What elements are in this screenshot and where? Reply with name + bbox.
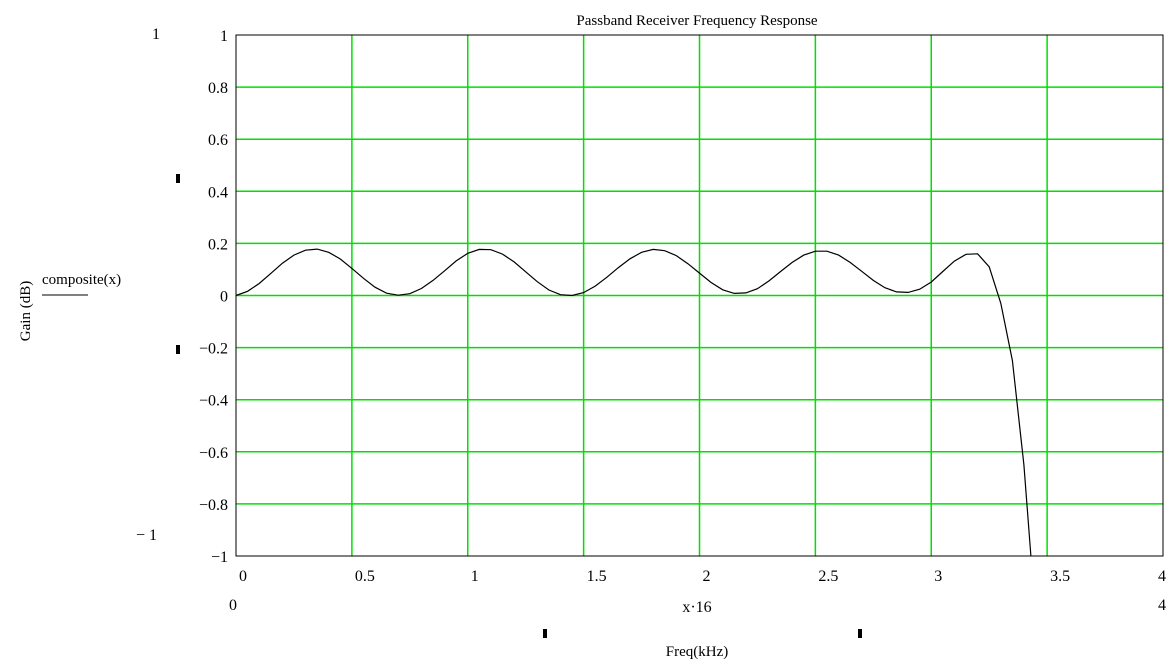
y-tick-label: −0.2 [199,341,228,358]
y-expression-label: composite(x) [42,272,121,288]
y-tick-label: −1 [211,549,228,566]
y-tick-label: 0.8 [208,80,228,97]
x-tick-label: 0.5 [355,568,375,585]
x-tick-label: 1 [471,568,479,585]
y-tick-labels: 1 0.8 0.6 0.4 0.2 0 −0.2 −0.4 −0.6 −0.8 −1 [199,28,228,566]
x-tick-label: 1.5 [587,568,607,585]
y-range-min-label: − 1 [136,527,157,544]
x-tick-label: 3.5 [1050,568,1070,585]
marker-left-top [176,174,180,183]
x-axis-label: Freq(kHz) [666,644,728,660]
x-range-min-label: 0 [229,597,237,614]
x-tick-label: 2.5 [818,568,838,585]
y-tick-label: −0.8 [199,497,228,514]
grid [236,35,1163,556]
marker-bottom-right [858,629,862,638]
x-tick-label: 0 [239,568,247,585]
x-tick-label: 4 [1158,568,1166,585]
chart-title: Passband Receiver Frequency Response [576,13,818,29]
y-tick-label: 1 [220,28,228,45]
y-tick-label: −0.6 [199,445,228,462]
x-expression-label: x·16 [682,599,711,616]
marker-left-bottom [176,345,180,354]
y-axis-label: Gain (dB) [18,281,34,341]
y-tick-label: 0.4 [208,184,228,201]
y-tick-label: 0 [220,289,228,306]
series-line [235,248,1032,557]
x-range-max-label: 4 [1158,597,1166,614]
marker-bottom-left [543,629,547,638]
x-tick-labels: 0 0.5 1 1.5 2 2.5 3 3.5 4 [239,568,1166,585]
x-tick-label: 3 [934,568,942,585]
y-range-max-label: 1 [152,26,160,43]
x-tick-label: 2 [703,568,711,585]
y-tick-label: −0.4 [199,393,228,410]
y-tick-label: 0.2 [208,236,228,253]
y-tick-label: 0.6 [208,132,228,149]
